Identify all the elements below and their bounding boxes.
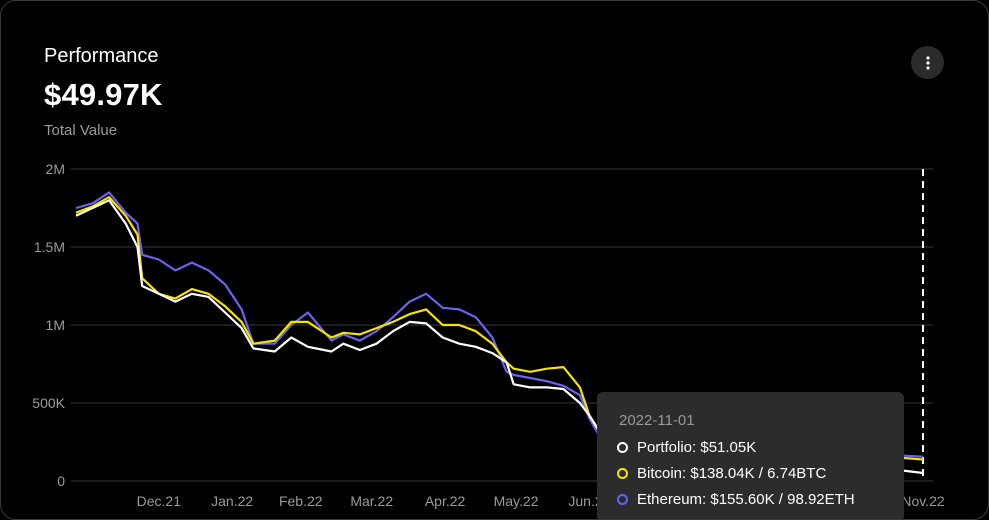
x-tick-label: Apr.22 [425, 493, 466, 509]
x-tick-label: Mar.22 [350, 493, 393, 509]
y-tick-label: 1M [46, 317, 65, 333]
series-line-bitcoin [75, 196, 924, 461]
chart-tooltip: 2022-11-01 Portfolio: $51.05K Bitcoin: $… [597, 392, 904, 519]
tooltip-date: 2022-11-01 [619, 412, 695, 429]
x-tick-label: Nov.22 [901, 493, 945, 509]
series-line-portfolio [75, 199, 924, 475]
total-value-label: Total Value [44, 122, 118, 139]
tooltip-row-bitcoin: Bitcoin: $138.04K / 6.74BTC [617, 465, 826, 482]
x-tick-label: Dec.21 [137, 493, 182, 509]
x-tick-label: Jan.22 [211, 493, 253, 509]
bitcoin-dot-icon [617, 468, 628, 479]
portfolio-dot-icon [617, 442, 628, 453]
more-vertical-icon [925, 55, 930, 70]
card-title: Performance [44, 45, 159, 67]
more-options-button[interactable] [911, 46, 944, 79]
x-tick-label: May.22 [494, 493, 539, 509]
y-tick-label: 0 [57, 473, 65, 489]
tooltip-ethereum-label: Ethereum: $155.60K / 98.92ETH [637, 491, 855, 508]
tooltip-portfolio-label: Portfolio: $51.05K [637, 439, 757, 456]
total-value: $49.97K [44, 77, 163, 112]
tooltip-row-ethereum: Ethereum: $155.60K / 98.92ETH [617, 491, 855, 508]
y-tick-label: 500K [32, 395, 65, 411]
tooltip-bitcoin-label: Bitcoin: $138.04K / 6.74BTC [637, 465, 827, 482]
series-line-ethereum [75, 191, 924, 458]
y-tick-label: 2M [46, 161, 65, 177]
tooltip-row-portfolio: Portfolio: $51.05K [617, 439, 756, 456]
x-tick-label: Feb.22 [279, 493, 323, 509]
y-tick-label: 1.5M [34, 239, 65, 255]
ethereum-dot-icon [617, 494, 628, 505]
